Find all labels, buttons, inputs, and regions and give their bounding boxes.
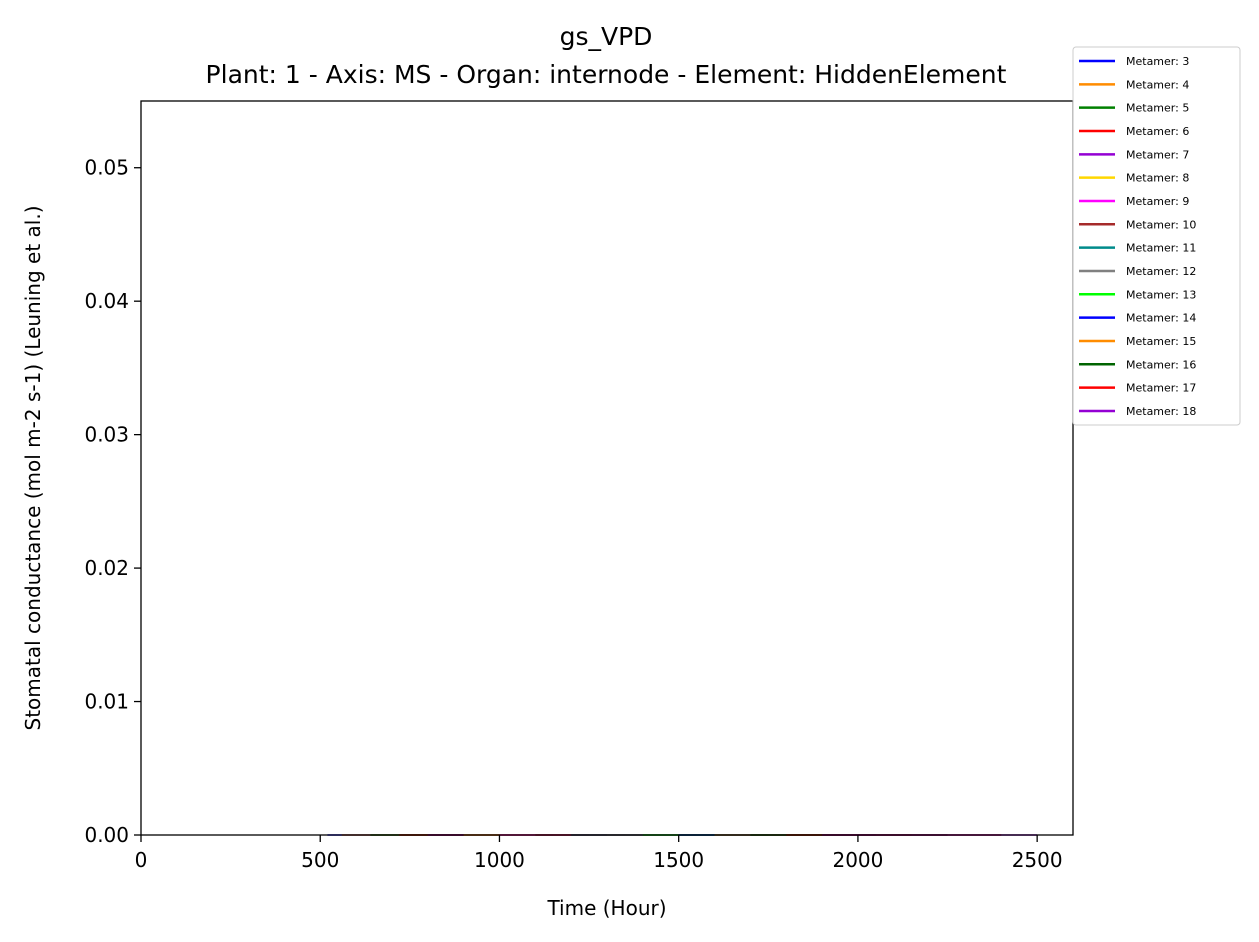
- legend-label: Metamer: 8: [1126, 172, 1189, 185]
- x-tick-label: 1500: [653, 848, 704, 872]
- legend-label: Metamer: 12: [1126, 265, 1196, 278]
- x-tick-label: 2500: [1012, 848, 1063, 872]
- legend: Metamer: 3 Metamer: 4 Metamer: 5 Metamer: 6…: [1072, 46, 1241, 426]
- legend-label: Metamer: 18: [1126, 405, 1196, 418]
- chart-title: gs_VPD: [560, 22, 653, 51]
- legend-label: Metamer: 16: [1126, 358, 1196, 371]
- y-tick-label: 0.00: [84, 823, 129, 847]
- y-tick-label: 0.05: [84, 156, 129, 180]
- plot-frame: [140, 100, 1074, 836]
- legend-label: Metamer: 5: [1126, 102, 1189, 115]
- legend-label: Metamer: 15: [1126, 335, 1196, 348]
- legend-label: Metamer: 11: [1126, 242, 1196, 255]
- x-axis: 0 500 1000 1500 2000 2500: [135, 835, 1063, 872]
- y-axis: 0.00 0.01 0.02 0.03 0.04 0.05: [84, 156, 141, 847]
- x-axis-label: Time (Hour): [546, 896, 666, 920]
- y-tick-label: 0.01: [84, 690, 129, 714]
- legend-label: Metamer: 14: [1126, 312, 1196, 325]
- legend-label: Metamer: 9: [1126, 195, 1189, 208]
- legend-label: Metamer: 17: [1126, 382, 1196, 395]
- y-tick-label: 0.02: [84, 556, 129, 580]
- plot-area: [141, 101, 1073, 835]
- y-axis-label: Stomatal conductance (mol m-2 s-1) (Leun…: [21, 206, 45, 731]
- x-tick-label: 0: [135, 848, 148, 872]
- legend-label: Metamer: 3: [1126, 55, 1189, 68]
- x-tick-label: 2000: [832, 848, 883, 872]
- legend-box: [1072, 46, 1241, 426]
- legend-label: Metamer: 13: [1126, 288, 1196, 301]
- legend-label: Metamer: 4: [1126, 78, 1189, 91]
- legend-label: Metamer: 6: [1126, 125, 1189, 138]
- chart-subtitle: Plant: 1 - Axis: MS - Organ: internode -…: [206, 60, 1007, 89]
- y-tick-label: 0.04: [84, 289, 129, 313]
- x-tick-label: 500: [301, 848, 339, 872]
- legend-label: Metamer: 7: [1126, 148, 1189, 161]
- x-tick-label: 1000: [474, 848, 525, 872]
- y-tick-label: 0.03: [84, 423, 129, 447]
- legend-label: Metamer: 10: [1126, 218, 1196, 231]
